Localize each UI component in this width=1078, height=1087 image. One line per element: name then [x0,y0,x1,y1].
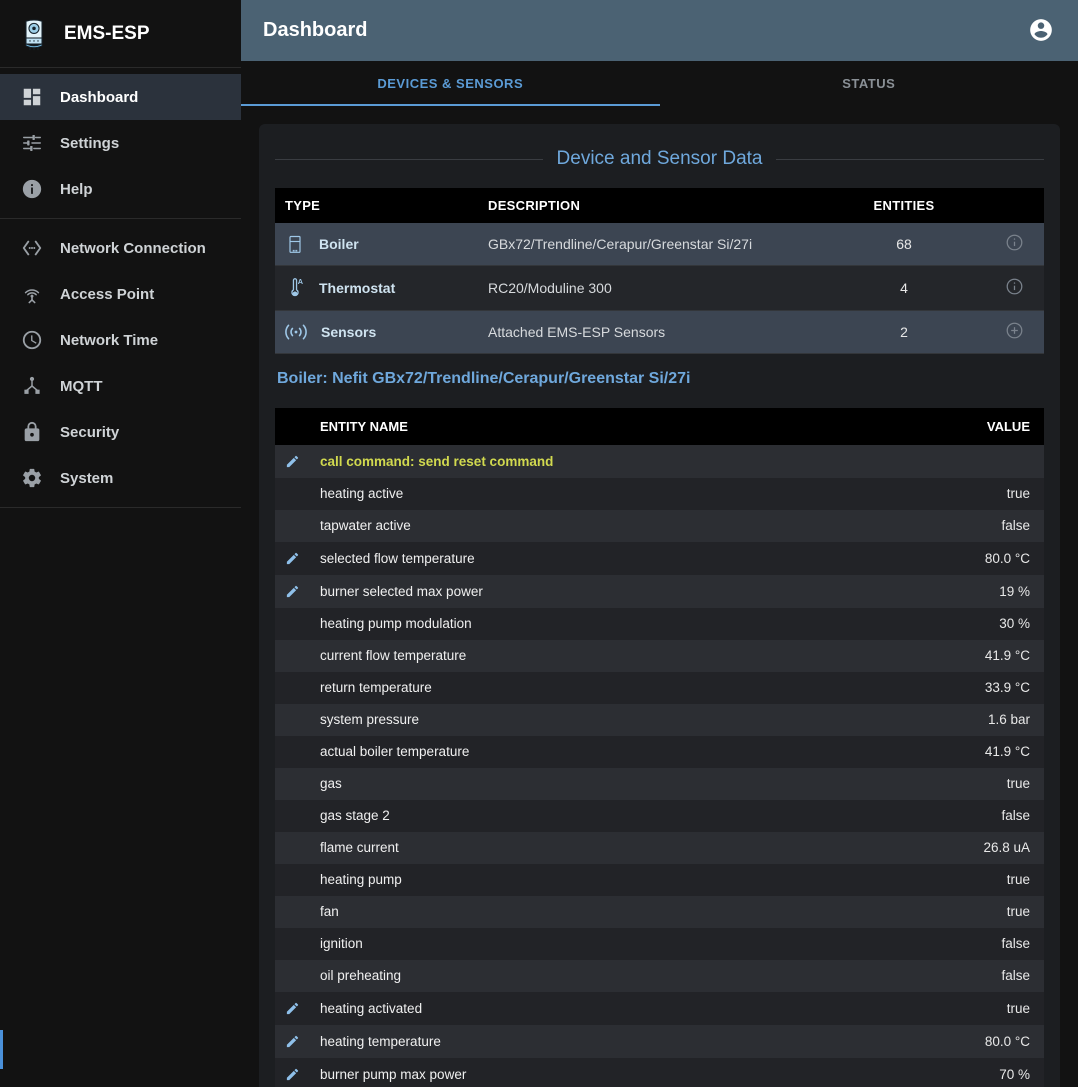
svg-text:A: A [298,277,304,286]
